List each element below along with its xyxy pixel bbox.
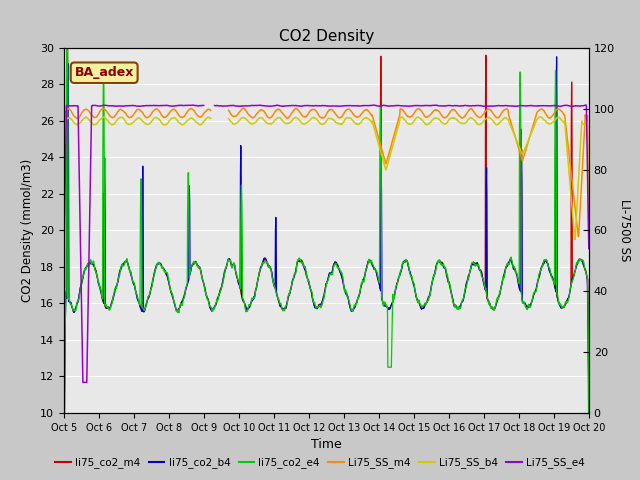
Li75_SS_m4 bbox=[283, 116, 291, 121]
li75_co2_m4 bbox=[303, 275, 311, 280]
X-axis label: Time: Time bbox=[311, 438, 342, 451]
Li75_SS_e4 bbox=[294, 103, 301, 109]
Li75_SS_m4 bbox=[60, 260, 68, 265]
li75_co2_m4 bbox=[60, 439, 68, 445]
li75_co2_m4 bbox=[101, 303, 109, 309]
Li75_SS_b4 bbox=[60, 264, 68, 269]
Li75_SS_m4 bbox=[100, 107, 108, 112]
li75_co2_b4 bbox=[283, 301, 291, 307]
li75_co2_e4 bbox=[101, 301, 109, 307]
li75_co2_b4 bbox=[303, 274, 311, 279]
Title: CO2 Density: CO2 Density bbox=[279, 29, 374, 44]
li75_co2_e4 bbox=[585, 417, 593, 422]
Li75_SS_e4 bbox=[359, 103, 367, 108]
li75_co2_m4 bbox=[63, 45, 71, 51]
Li75_SS_e4 bbox=[283, 103, 291, 109]
li75_co2_e4 bbox=[303, 275, 311, 281]
Li75_SS_m4 bbox=[122, 111, 130, 117]
li75_co2_m4 bbox=[359, 276, 367, 282]
Y-axis label: CO2 Density (mmol/m3): CO2 Density (mmol/m3) bbox=[22, 159, 35, 302]
li75_co2_b4 bbox=[60, 477, 68, 480]
Li75_SS_m4 bbox=[359, 109, 367, 115]
Li75_SS_e4 bbox=[122, 103, 130, 109]
li75_co2_b4 bbox=[359, 279, 367, 285]
Li75_SS_b4 bbox=[359, 117, 367, 122]
li75_co2_b4 bbox=[122, 259, 130, 264]
Li75_SS_b4 bbox=[294, 116, 301, 121]
Legend: li75_co2_m4, li75_co2_b4, li75_co2_e4, Li75_SS_m4, Li75_SS_b4, Li75_SS_e4: li75_co2_m4, li75_co2_b4, li75_co2_e4, L… bbox=[51, 453, 589, 472]
li75_co2_m4 bbox=[585, 396, 593, 402]
li75_co2_m4 bbox=[283, 300, 291, 305]
li75_co2_b4 bbox=[553, 54, 561, 60]
Line: li75_co2_e4: li75_co2_e4 bbox=[64, 48, 589, 480]
Line: Li75_SS_b4: Li75_SS_b4 bbox=[64, 117, 589, 266]
Li75_SS_e4 bbox=[585, 246, 593, 252]
li75_co2_e4 bbox=[63, 45, 70, 51]
Li75_SS_e4 bbox=[303, 103, 311, 108]
li75_co2_e4 bbox=[359, 279, 367, 285]
li75_co2_e4 bbox=[283, 301, 291, 307]
li75_co2_m4 bbox=[122, 257, 130, 263]
Li75_SS_b4 bbox=[283, 121, 291, 127]
Li75_SS_b4 bbox=[585, 235, 593, 241]
Line: li75_co2_m4: li75_co2_m4 bbox=[64, 48, 589, 442]
Li75_SS_m4 bbox=[303, 112, 311, 118]
Li75_SS_b4 bbox=[303, 120, 311, 125]
Li75_SS_b4 bbox=[100, 115, 108, 120]
li75_co2_b4 bbox=[100, 155, 108, 161]
li75_co2_b4 bbox=[585, 450, 593, 456]
li75_co2_m4 bbox=[294, 259, 301, 264]
Y-axis label: LI-7500 SS: LI-7500 SS bbox=[618, 199, 632, 262]
Li75_SS_m4 bbox=[585, 231, 593, 237]
Li75_SS_e4 bbox=[100, 102, 108, 108]
li75_co2_e4 bbox=[294, 257, 301, 263]
Li75_SS_e4 bbox=[60, 246, 68, 252]
Line: li75_co2_b4: li75_co2_b4 bbox=[64, 57, 589, 480]
Li75_SS_m4 bbox=[294, 107, 301, 113]
Text: BA_adex: BA_adex bbox=[74, 66, 134, 79]
Line: Li75_SS_m4: Li75_SS_m4 bbox=[64, 108, 589, 263]
li75_co2_e4 bbox=[122, 257, 130, 263]
li75_co2_b4 bbox=[294, 258, 301, 264]
Line: Li75_SS_e4: Li75_SS_e4 bbox=[64, 105, 589, 383]
Li75_SS_b4 bbox=[122, 120, 130, 125]
